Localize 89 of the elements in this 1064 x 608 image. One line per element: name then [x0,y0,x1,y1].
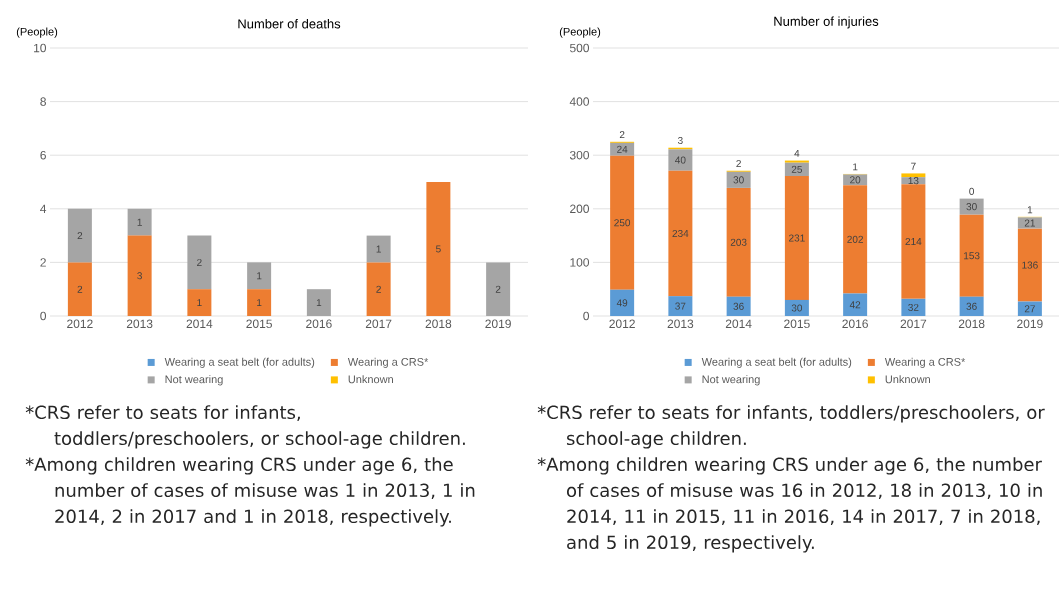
y-tick-label: 400 [569,97,590,106]
data-label: 136 [1022,261,1038,269]
legend-label: Unknown [885,375,930,384]
x-tick-label: 2018 [425,319,452,329]
data-label: 13 [908,177,919,185]
data-label: 21 [1024,219,1035,227]
data-label: 4 [794,149,800,157]
data-label: 1 [376,245,381,253]
x-tick-label: 2013 [667,319,694,329]
y-tick-label: 6 [40,150,46,160]
y-tick-label: 200 [570,204,590,214]
y-tick-label: 0 [40,311,47,321]
x-tick-label: 2015 [246,319,272,329]
legend-label: Unknown [348,375,393,384]
y-tick-label: 300 [569,150,590,160]
data-label: 214 [905,238,922,245]
data-label: 0 [969,187,975,195]
legend-label: Wearing a CRS* [347,357,429,368]
x-tick-label: 2019 [485,319,511,329]
legend-label: Wearing a CRS* [884,357,966,368]
data-label: 202 [847,235,863,243]
text: *CRS refer to seats for infants, toddlers/preschoolers, or school-age children. [25,405,465,449]
x-tick-label: 2018 [958,319,985,329]
data-label: 40 [675,156,686,164]
data-label: 32 [908,303,919,311]
y-axis-title: (People) [559,27,601,38]
chart-title: Number of injuries [774,16,879,29]
x-tick-label: 2013 [126,319,153,329]
y-tick-label: 8 [40,97,46,106]
data-label: 30 [966,203,977,211]
data-label: 3 [677,136,683,144]
chart-title: Number of deaths [238,18,341,29]
x-tick-label: 2015 [784,319,810,329]
x-tick-label: 2017 [900,319,927,329]
data-label: 1 [1027,206,1033,214]
data-label: 1 [257,272,262,280]
text: *CRS refer to seats for infants, toddlers/preschoolers, or school-age children. [537,405,1045,449]
data-label: 203 [730,238,747,246]
x-tick-label: 2014 [725,319,752,329]
data-label: 36 [966,302,977,310]
x-tick-label: 2019 [1017,319,1043,329]
data-label: 1 [316,299,322,307]
y-tick-label: 10 [34,43,47,53]
data-label: 49 [616,299,628,307]
x-tick-label: 2016 [842,319,868,329]
data-label: 24 [617,145,628,153]
x-tick-label: 2014 [186,319,213,329]
data-label: 3 [137,272,142,280]
data-label: 2 [77,285,83,293]
y-axis-title: (People) [16,27,58,38]
data-label: 30 [733,176,744,184]
legend-label: Not wearing [165,375,223,386]
data-label: 25 [791,165,803,173]
data-label: 1 [853,163,858,171]
data-label: 27 [1024,305,1035,313]
x-tick-label: 2012 [67,319,93,329]
legend-label: Wearing a seat belt (for adults) [164,357,315,368]
data-label: 20 [850,176,861,184]
data-label: 2 [376,285,381,293]
data-label: 2 [495,285,501,293]
data-label: 1 [137,218,142,226]
data-label: 231 [789,234,805,242]
data-label: 2 [619,131,625,139]
y-tick-label: 4 [40,204,47,213]
y-tick-label: 500 [569,43,590,53]
x-tick-label: 2017 [365,319,392,329]
data-label: 7 [911,162,916,170]
text: *Among children wearing CRS under age 6, the number of cases of misuse was 16 in 2012, 18 in 2013, 10 in 2014, 11 in 2015, 11 in 2016, 14 in 2017, 7 in 2018, and 5 in 2019, respectively. [537,457,1042,553]
legend-label: Not wearing [702,375,760,386]
data-label: 37 [675,302,686,310]
y-tick-label: 100 [570,258,590,267]
data-label: 1 [257,299,262,307]
y-tick-label: 2 [40,258,46,267]
x-tick-label: 2016 [306,319,332,329]
data-label: 250 [614,219,631,227]
data-label: 1 [197,299,202,307]
y-tick-label: 0 [583,311,590,321]
data-label: 153 [964,252,980,260]
data-label: 2 [736,160,741,168]
data-label: 2 [77,232,83,240]
data-label: 234 [672,229,689,237]
legend-label: Wearing a seat belt (for adults) [701,357,852,368]
text: *Among children wearing CRS under age 6, the number of cases of misuse was 1 in 2013, 1 in 2014, 2 in 2017 and 1 in 2018, respectively. [25,457,475,527]
data-label: 30 [791,304,803,312]
data-label: 5 [436,245,441,253]
data-label: 2 [197,258,202,266]
data-label: 36 [733,302,744,310]
x-tick-label: 2012 [609,319,635,329]
data-label: 42 [849,301,861,309]
